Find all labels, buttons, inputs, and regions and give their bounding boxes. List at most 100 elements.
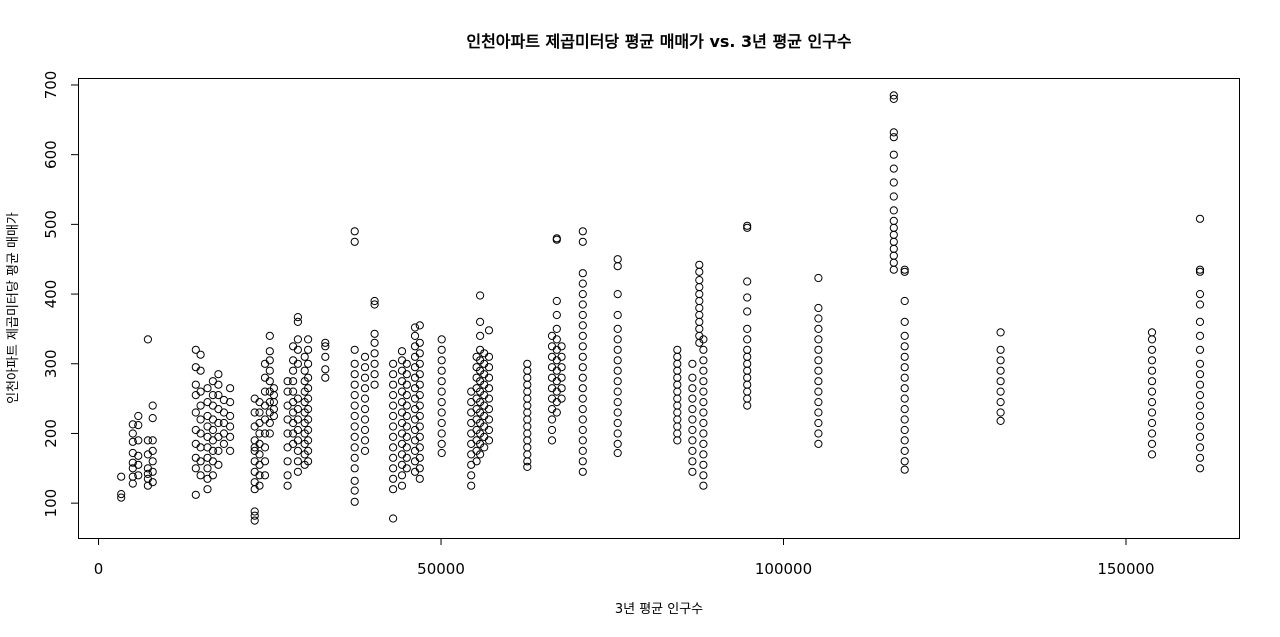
data-point xyxy=(304,384,313,393)
data-point xyxy=(688,394,697,403)
data-point xyxy=(523,373,532,382)
data-point xyxy=(265,347,274,356)
data-point xyxy=(350,401,359,410)
data-point xyxy=(304,345,313,354)
data-point xyxy=(695,276,704,285)
y-tick-label: 500 xyxy=(42,210,60,239)
data-point xyxy=(402,370,411,379)
data-point xyxy=(191,345,200,354)
data-point xyxy=(688,425,697,435)
data-point xyxy=(370,370,379,379)
data-point xyxy=(397,408,407,417)
x-axis-label: 3년 평균 인구수 xyxy=(615,602,703,617)
data-point xyxy=(688,359,697,368)
data-point xyxy=(397,366,407,375)
data-point xyxy=(415,432,424,441)
data-point xyxy=(265,398,274,407)
data-point xyxy=(219,429,228,438)
data-point xyxy=(889,192,898,201)
data-point xyxy=(389,514,398,523)
data-point xyxy=(289,387,298,396)
data-point xyxy=(191,453,200,462)
data-point xyxy=(350,432,359,441)
data-point xyxy=(397,418,407,428)
data-point xyxy=(613,439,622,448)
data-point xyxy=(208,446,217,455)
data-point xyxy=(255,408,264,417)
data-point xyxy=(196,429,205,438)
data-point xyxy=(397,398,407,407)
data-point xyxy=(523,457,532,466)
data-point xyxy=(370,338,379,347)
x-tick-label: 150000 xyxy=(1097,560,1154,578)
data-point xyxy=(148,436,157,445)
data-point xyxy=(814,303,823,313)
data-point xyxy=(900,436,909,445)
data-point xyxy=(613,366,622,375)
data-point xyxy=(260,471,270,480)
data-point xyxy=(410,436,420,445)
data-point xyxy=(370,349,379,358)
data-point xyxy=(397,460,407,469)
data-point xyxy=(613,387,622,396)
data-point xyxy=(410,467,420,476)
data-point xyxy=(552,345,561,354)
data-point xyxy=(283,387,292,396)
data-point xyxy=(191,363,200,372)
data-point xyxy=(814,356,823,365)
data-point xyxy=(203,411,212,421)
data-point xyxy=(304,436,313,445)
data-point xyxy=(128,479,137,488)
data-point xyxy=(695,296,704,306)
data-point xyxy=(128,458,137,467)
data-point xyxy=(889,230,898,239)
data-point xyxy=(673,387,682,396)
data-point xyxy=(289,429,298,438)
data-point xyxy=(437,448,446,458)
data-point xyxy=(889,91,898,100)
data-point xyxy=(389,464,398,473)
data-point xyxy=(191,439,200,448)
data-point xyxy=(128,420,137,429)
data-point xyxy=(688,373,697,382)
data-point xyxy=(260,373,270,382)
x-tick-label: 50000 xyxy=(417,560,465,578)
data-point xyxy=(148,446,157,455)
data-point xyxy=(578,310,587,320)
data-point xyxy=(996,328,1005,337)
data-point xyxy=(1195,331,1205,340)
y-tick-label: 600 xyxy=(42,140,60,169)
data-point xyxy=(226,446,235,455)
data-point xyxy=(304,335,313,344)
data-point xyxy=(250,422,259,431)
data-point xyxy=(410,415,420,424)
data-point xyxy=(743,373,752,382)
y-axis-label: 인천아파트 제곱미터당 평균 매매가 xyxy=(6,212,21,404)
data-point xyxy=(699,429,708,438)
data-point xyxy=(360,415,370,424)
data-point xyxy=(265,377,274,386)
data-point xyxy=(148,467,157,476)
data-point xyxy=(402,453,411,462)
data-point xyxy=(1147,408,1157,417)
data-point xyxy=(673,401,682,410)
data-point xyxy=(437,387,446,396)
data-point xyxy=(547,415,557,424)
data-point xyxy=(557,352,566,361)
y-tick-label: 700 xyxy=(42,71,60,100)
data-point xyxy=(304,446,313,455)
data-point xyxy=(265,366,274,375)
data-point xyxy=(613,448,622,458)
data-point xyxy=(350,411,359,421)
data-point xyxy=(1147,429,1157,438)
data-point xyxy=(389,359,398,368)
data-point xyxy=(214,391,223,400)
data-point xyxy=(128,429,137,438)
data-point xyxy=(688,467,697,476)
data-point xyxy=(415,401,424,410)
data-point xyxy=(889,216,898,225)
data-point xyxy=(117,472,126,481)
data-point xyxy=(547,331,557,340)
data-point xyxy=(293,335,302,344)
data-point xyxy=(415,338,424,347)
